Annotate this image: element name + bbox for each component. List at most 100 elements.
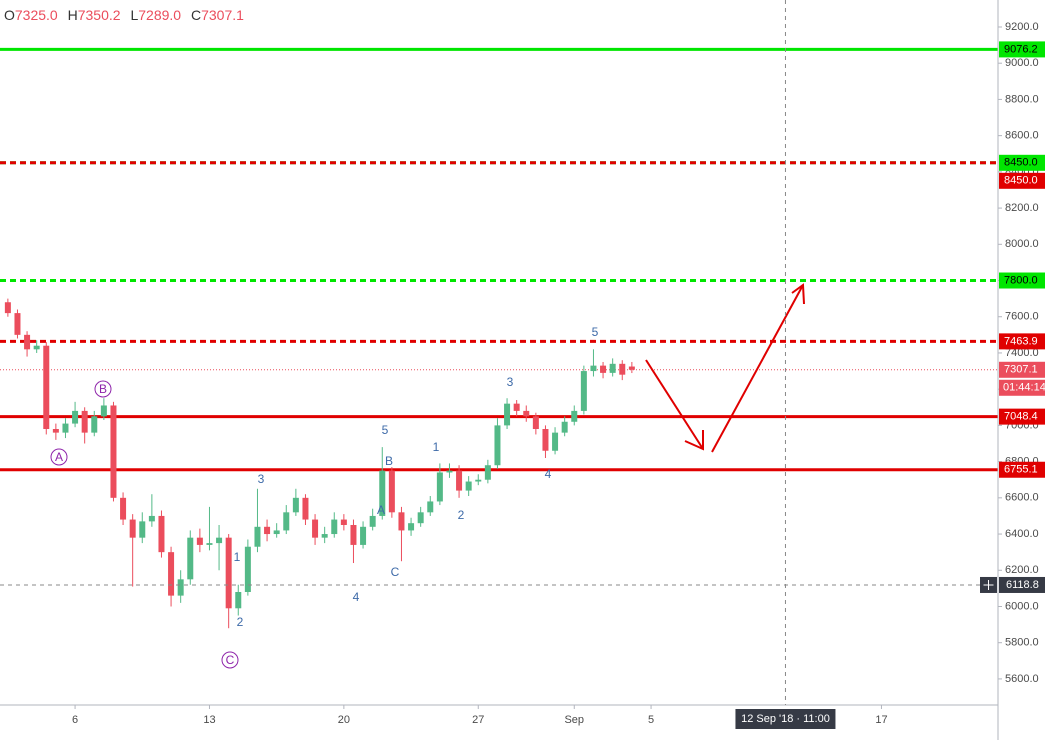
wave-label: 4 (353, 590, 360, 604)
x-tick-label: Sep (564, 714, 584, 726)
wave-label: 1 (433, 440, 440, 454)
level-label: 7800.0 (1004, 274, 1038, 286)
candle-body (264, 526, 271, 535)
candle-body (273, 530, 280, 535)
y-tick-label: 8600.0 (1005, 130, 1039, 142)
ohlc-value: 7289.0 (138, 7, 181, 23)
wave-label: 2 (458, 508, 465, 522)
candle-body (465, 481, 472, 491)
wave-label: 2 (237, 615, 244, 629)
level-label: 7463.9 (1004, 335, 1038, 347)
y-tick-label: 6200.0 (1005, 564, 1039, 576)
candle-body (600, 365, 607, 373)
candle-body (513, 403, 520, 411)
level-label-box (999, 272, 1045, 289)
candle-body (388, 470, 395, 513)
candle-body (254, 526, 261, 547)
candle-body (580, 371, 587, 411)
level-label: 6755.1 (1004, 464, 1038, 476)
level-label-box (999, 333, 1045, 350)
candle-body (4, 302, 11, 314)
level-label-box (999, 408, 1045, 425)
candle-body (484, 465, 491, 480)
level-label-box (999, 41, 1045, 58)
candle-body (225, 537, 232, 609)
x-tick-label: 17 (875, 714, 887, 726)
candle-body (129, 519, 136, 538)
candle-body (628, 366, 635, 370)
candle-body (302, 497, 309, 520)
level-label: 9076.2 (1004, 43, 1038, 55)
annotations: 5 3 4 1 2 5 B A C 4 3 1 2 A B C (50, 283, 805, 669)
y-tick-label: 8800.0 (1005, 93, 1039, 105)
candle-body (523, 410, 530, 417)
countdown: 01:44:14 (1003, 382, 1045, 394)
candle-body (331, 519, 338, 535)
candle-body (244, 546, 251, 592)
y-tick-label: 8000.0 (1005, 238, 1039, 250)
wave-label: C (391, 565, 400, 579)
wave-label: 5 (382, 423, 389, 437)
y-tick-label: 7400.0 (1005, 347, 1039, 359)
level-label-box (999, 461, 1045, 478)
candle-body (110, 405, 117, 498)
x-tick-label: 20 (338, 714, 350, 726)
candle-body (321, 534, 328, 538)
candle-body (456, 470, 463, 491)
wave-circle (50, 448, 68, 466)
wave-label: 1 (234, 550, 241, 564)
arrow-head (791, 283, 805, 305)
candle-body (398, 512, 405, 531)
level-label-box (999, 172, 1045, 189)
candle-body (532, 416, 539, 430)
y-tick-label: 6000.0 (1005, 600, 1039, 612)
ohlc-value: 7325.0 (15, 7, 58, 23)
candle-body (446, 470, 453, 473)
wave-label: 5 (592, 325, 599, 339)
level-label: 8450.0 (1004, 157, 1038, 169)
candle-body (139, 521, 146, 538)
y-tick-label: 5800.0 (1005, 637, 1039, 649)
candle-body (369, 515, 376, 527)
candle-body (81, 410, 88, 433)
candle-body (52, 429, 59, 433)
candle-body (120, 497, 127, 520)
y-tick-label: 6600.0 (1005, 492, 1039, 504)
x-tick-label: 13 (203, 714, 215, 726)
y-tick-label: 9200.0 (1005, 21, 1039, 33)
level-label: 7307.1 (1004, 364, 1038, 376)
candle-body (542, 429, 549, 451)
x-tick-label: 27 (472, 714, 484, 726)
candle-body (24, 334, 31, 350)
candle-body (158, 515, 165, 553)
ohlc-letter: C (191, 7, 201, 23)
plus-icon (983, 579, 994, 590)
candle-body (494, 425, 501, 466)
candle-body (436, 472, 443, 502)
level-label: 7048.4 (1004, 411, 1038, 423)
wave-label: C (226, 653, 235, 667)
wave-label: 3 (507, 375, 514, 389)
candle-body (619, 363, 626, 375)
candle-body (350, 524, 357, 545)
candle-body (187, 537, 194, 580)
level-label-box (999, 361, 1045, 378)
level-label-box (999, 154, 1045, 171)
candle-body (148, 515, 155, 522)
candle-body (561, 421, 568, 433)
x-tick-label: 5 (648, 714, 654, 726)
candle-body (292, 497, 299, 513)
candle-body (379, 470, 386, 516)
wave-circle (94, 380, 112, 398)
wave-label: A (55, 450, 63, 464)
crosshair-y-box (999, 576, 1045, 593)
candle-body (14, 313, 21, 335)
ohlc-letter: H (68, 7, 78, 23)
y-tick-label: 6400.0 (1005, 528, 1039, 540)
wave-label: 3 (258, 472, 265, 486)
candle-body (235, 591, 242, 609)
candle-body (62, 423, 69, 433)
candle-body (206, 543, 213, 545)
candle-body (43, 345, 50, 430)
